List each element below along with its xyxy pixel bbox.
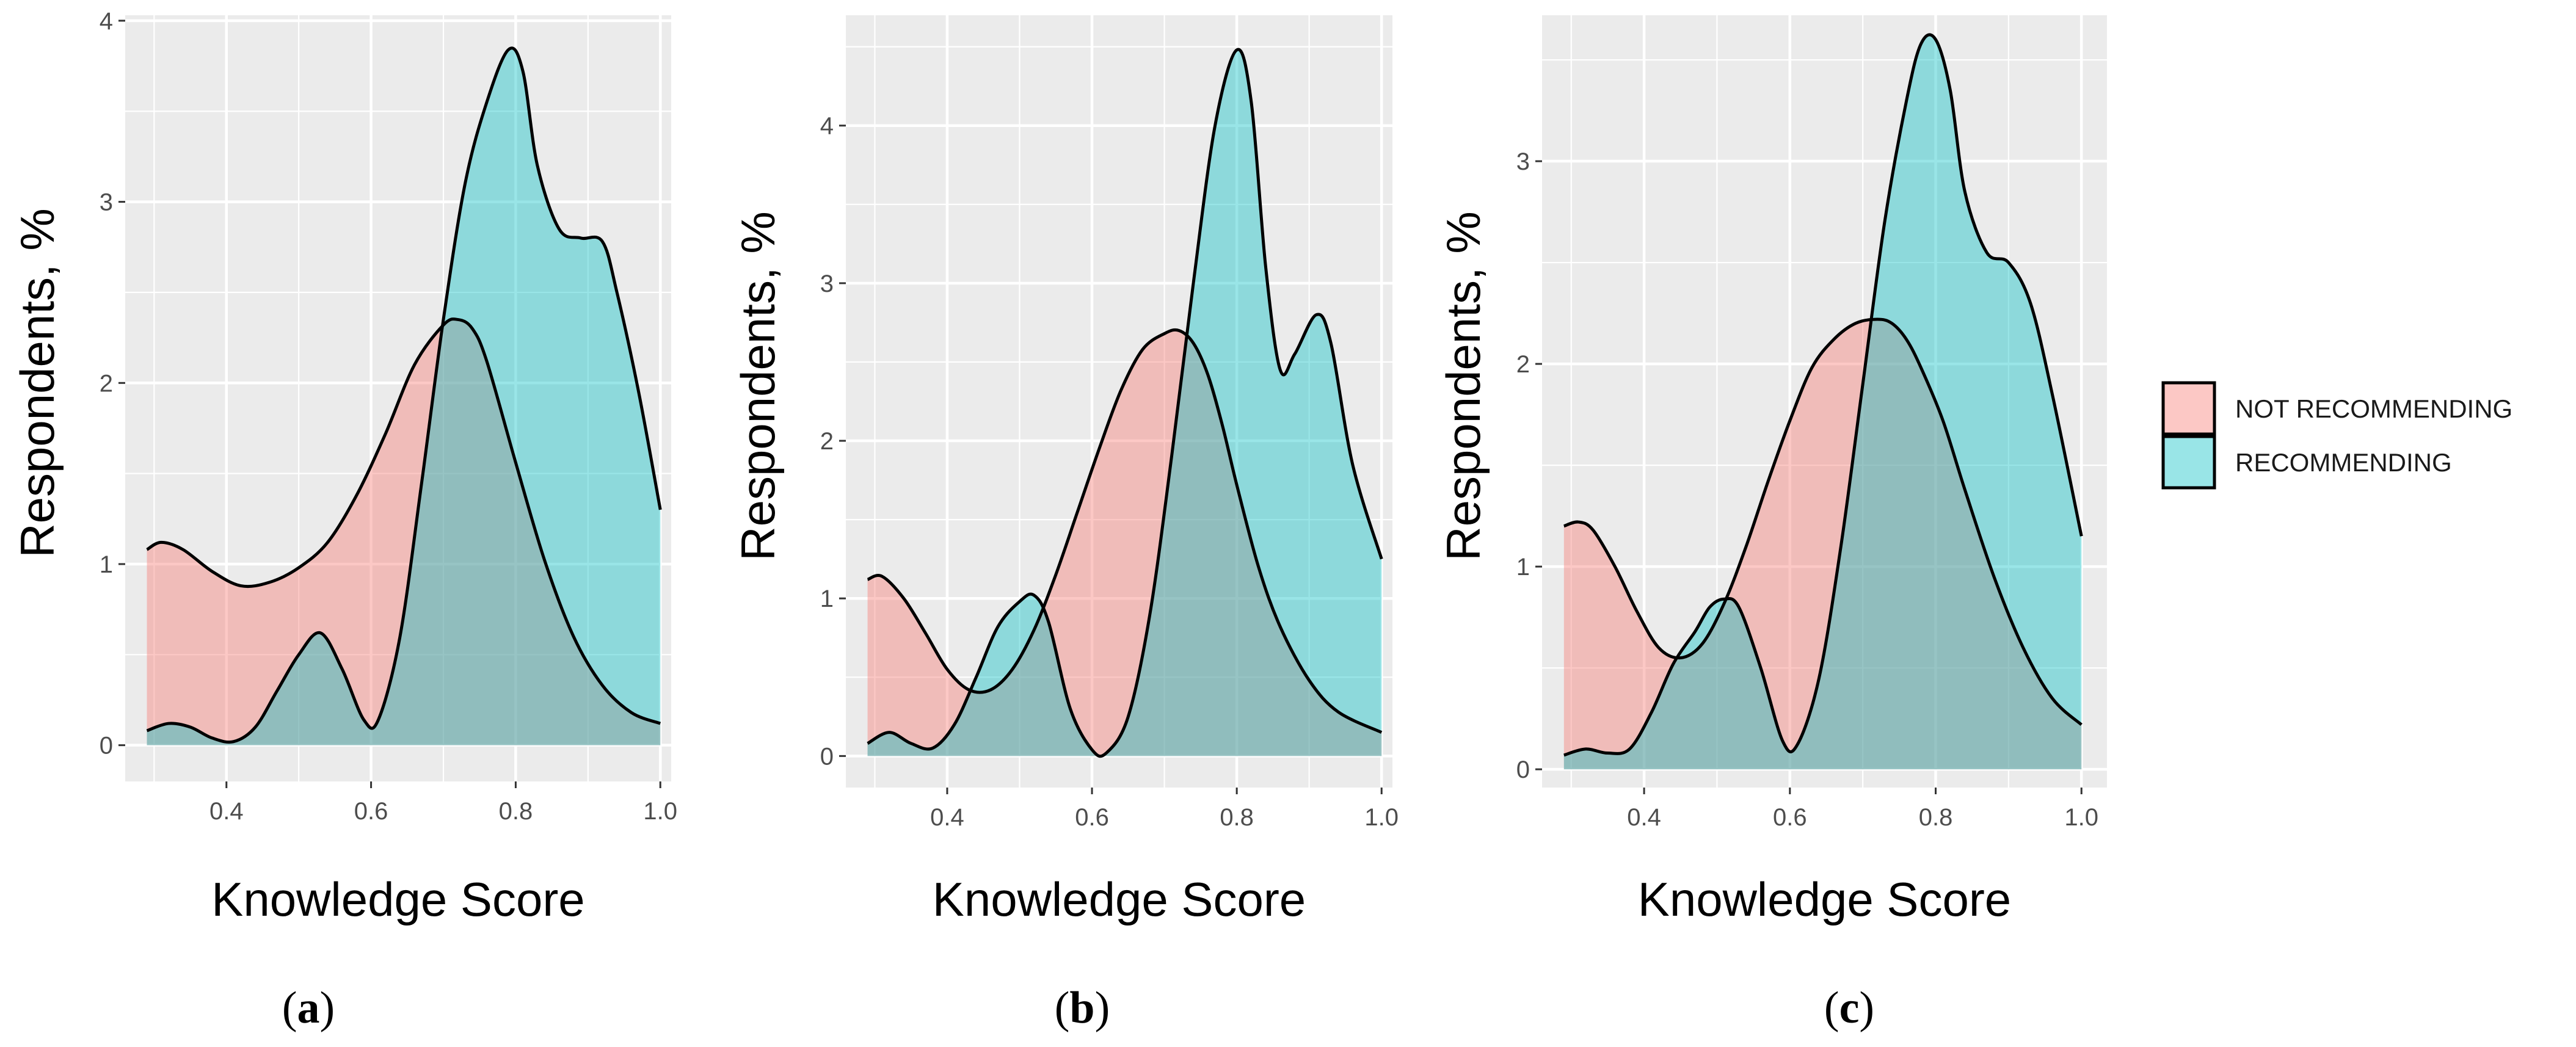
x-tick-label: 0.4 — [930, 804, 964, 831]
density-area-not-recommending — [867, 330, 1382, 756]
density-line-not-recommending — [146, 317, 661, 725]
density-area-recommending — [1563, 34, 2082, 770]
density-area-recommending — [867, 49, 1382, 756]
panels: 0.4 0.6 0.8 1.0 0 1 2 3 4 Knowledge Score Responde… — [10, 8, 2107, 1033]
panel-caption: (a) — [282, 983, 335, 1033]
x-tick-label: 0.6 — [354, 798, 388, 825]
density-line-recommending — [146, 46, 662, 744]
legend-item: NOT RECOMMENDING — [2161, 381, 2512, 436]
density-line-recommending — [1563, 33, 2083, 757]
x-axis-title: Knowledge Score — [211, 872, 584, 926]
legend-key-background — [2162, 435, 2216, 489]
y-tick-label: 3 — [820, 270, 834, 297]
legend-swatch — [2161, 435, 2216, 490]
y-axis-title: Respondents, % — [731, 211, 785, 560]
x-tick-label: 0.4 — [209, 798, 244, 825]
x-tick-label: 1.0 — [1364, 804, 1399, 831]
panel-caption: (b) — [1055, 983, 1110, 1033]
x-axis-title: Knowledge Score — [1638, 872, 2011, 926]
x-tick-label: 1.0 — [643, 798, 677, 825]
x-tick-label: 0.8 — [499, 798, 533, 825]
x-axis-title: Knowledge Score — [933, 872, 1306, 926]
y-tick-label: 1 — [1516, 554, 1530, 581]
legend-label: RECOMMENDING — [2235, 448, 2452, 477]
legend-swatch — [2161, 381, 2216, 436]
y-tick-label: 4 — [100, 8, 113, 35]
density-area-not-recommending — [147, 319, 661, 745]
y-tick-label: 0 — [100, 733, 113, 759]
plot-background — [846, 15, 1392, 788]
y-tick-label: 3 — [100, 189, 113, 216]
panel-caption: (c) — [1824, 983, 1874, 1033]
legend-key-background — [2162, 382, 2216, 435]
major-grid — [1542, 15, 2107, 788]
density-line-recommending — [867, 48, 1383, 758]
chart-panel-c: 0.4 0.6 0.8 1.0 0 1 2 3 Knowledge Score Responden… — [1436, 15, 2107, 1033]
density-line-not-recommending — [867, 328, 1383, 734]
major-grid — [125, 15, 671, 781]
chart-panel-a: 0.4 0.6 0.8 1.0 0 1 2 3 4 Knowledge Score Responde… — [10, 8, 677, 1033]
legend-label: NOT RECOMMENDING — [2235, 394, 2512, 423]
x-tick-label: 0.6 — [1773, 804, 1807, 831]
x-tick-label: 0.8 — [1220, 804, 1254, 831]
x-tick-label: 0.4 — [1627, 804, 1661, 831]
x-tick-label: 1.0 — [2064, 804, 2098, 831]
x-tick-label: 0.8 — [1919, 804, 1953, 831]
y-tick-label: 1 — [100, 551, 113, 578]
chart-panel-b: 0.4 0.6 0.8 1.0 0 1 2 3 4 Knowledge Score Responde… — [731, 15, 1399, 1033]
plot-background — [1542, 15, 2107, 788]
legend-item: RECOMMENDING — [2161, 435, 2452, 490]
density-area-not-recommending — [1563, 319, 2082, 770]
y-tick-label: 2 — [820, 428, 834, 455]
y-axis-title: Respondents, % — [1436, 211, 1490, 560]
major-grid — [846, 15, 1392, 788]
y-tick-label: 4 — [820, 113, 834, 140]
minor-grid — [125, 15, 671, 781]
y-tick-label: 3 — [1516, 148, 1530, 175]
y-tick-label: 0 — [1516, 756, 1530, 783]
minor-grid — [1542, 15, 2107, 788]
legend: NOT RECOMMENDING RECOMMENDING — [2161, 381, 2512, 490]
y-axis-title: Respondents, % — [10, 208, 64, 557]
density-line-not-recommending — [1563, 317, 2083, 726]
y-tick-label: 1 — [820, 585, 834, 612]
y-tick-label: 2 — [1516, 351, 1530, 378]
y-tick-label: 2 — [100, 370, 113, 397]
x-tick-label: 0.6 — [1075, 804, 1109, 831]
density-area-recommending — [147, 48, 661, 745]
y-tick-label: 0 — [820, 743, 834, 770]
